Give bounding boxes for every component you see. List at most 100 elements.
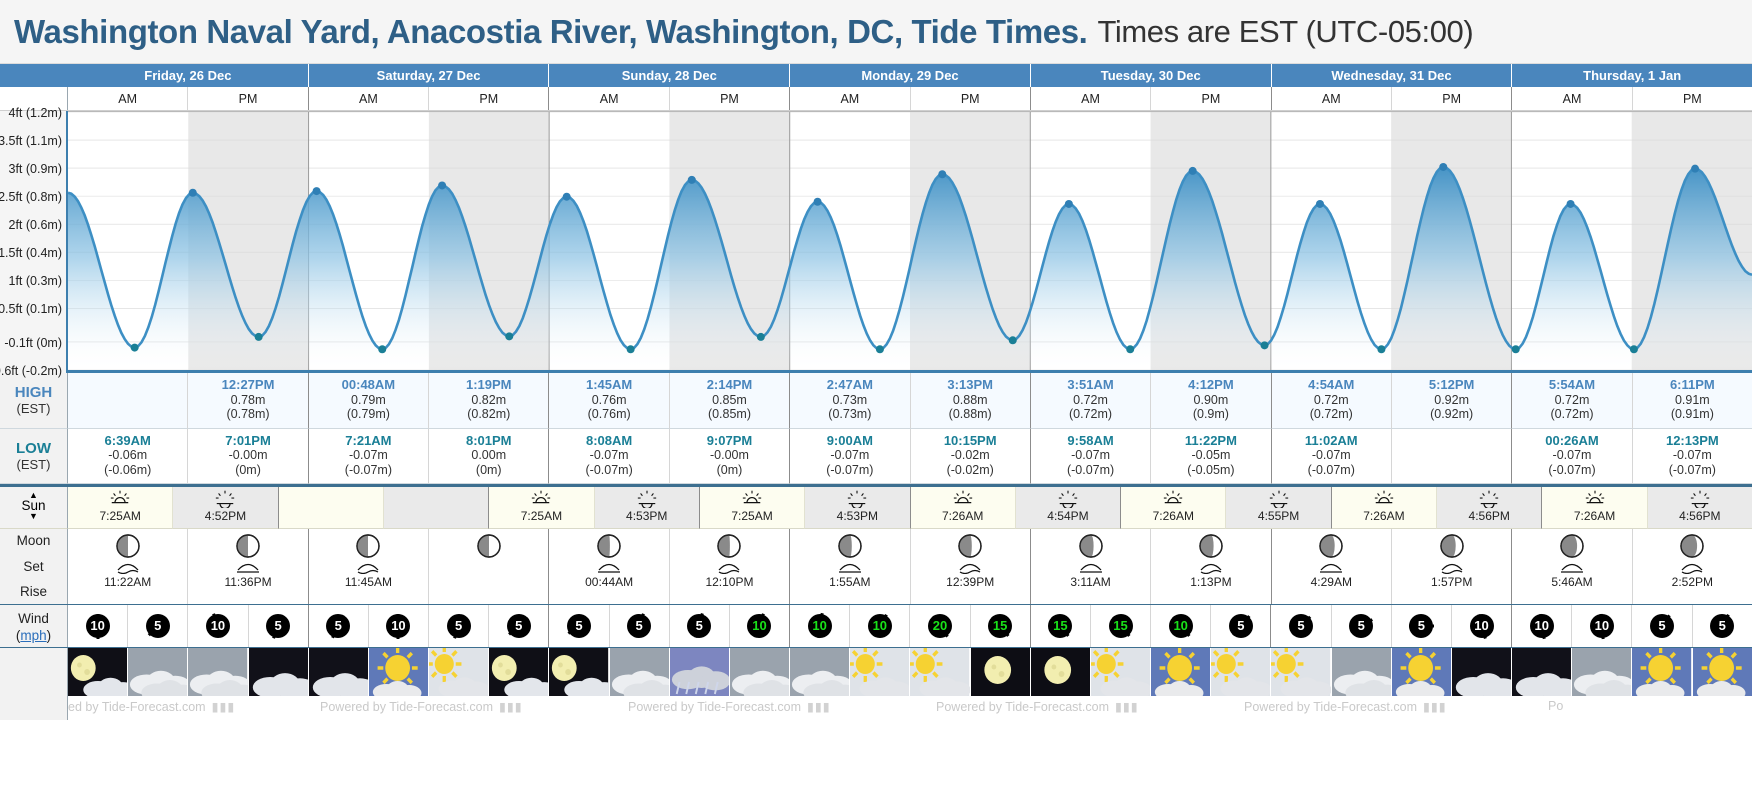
halfday-header-5: PM <box>670 87 791 110</box>
moon-set-label: Set <box>23 558 44 574</box>
tide-cell: 3:13PM 0.88m (0.88m) <box>910 373 1031 429</box>
tide-height: -0.07m <box>1311 448 1351 462</box>
chart-plot-area <box>68 111 1752 373</box>
weather-icon-night-clear <box>1030 648 1091 696</box>
moon-rise-icon <box>1318 558 1344 576</box>
wind-cell: 5 <box>1271 605 1332 647</box>
wind-cell: 15 <box>1090 605 1152 647</box>
tide-height-alt: (-0.07m) <box>1066 462 1115 477</box>
tide-high-marker-22 <box>1439 162 1448 171</box>
halfday-header-6: AM <box>790 87 911 110</box>
tide-cell <box>1391 428 1513 484</box>
wind-cells: 10 5 10 5 5 10 5 5 5 5 5 10 10 10 20 15 15 15 10 5 5 5 5 10 10 10… <box>68 605 1752 647</box>
low-tide-cells: 6:39AM -0.06m (-0.06m) 7:01PM -0.00m (0m) 7:21… <box>68 428 1752 484</box>
moon-cell: 12:10PM <box>669 529 791 604</box>
tide-low-marker-23 <box>1511 345 1520 354</box>
tide-low-marker-19 <box>1260 341 1269 350</box>
tide-cell: 3:51AM 0.72m (0.72m) <box>1030 373 1152 429</box>
tide-time: 1:45AM <box>585 377 633 392</box>
day-header-4: Tuesday, 30 Dec <box>1030 64 1272 87</box>
tide-high-marker-16 <box>1064 199 1073 208</box>
weather-icon-night-cloudy <box>248 648 309 696</box>
tide-cell: 8:01PM 0.00m (0m) <box>429 428 550 484</box>
weather-icon-cloudy <box>188 648 249 696</box>
wind-cell: 10 <box>68 605 129 647</box>
weather-row-label <box>0 648 68 696</box>
moon-cell: 11:22AM <box>68 529 189 604</box>
watermark: ed by Tide-Forecast.com ▮▮▮ <box>68 700 236 714</box>
watermark: Powered by Tide-Forecast.com ▮▮▮ <box>320 700 523 714</box>
tide-cell: 7:21AM -0.07m (-0.07m) <box>308 428 430 484</box>
halfday-header-1: PM <box>188 87 309 110</box>
wind-cell: 5 <box>549 605 610 647</box>
sun-time: 4:53PM <box>836 509 879 523</box>
moon-phase-icon <box>1199 534 1223 558</box>
weather-icon-sunny <box>1151 648 1212 696</box>
wind-badge: 10 <box>1163 609 1199 643</box>
wind-unit-link[interactable]: mph <box>20 628 47 643</box>
moon-cell: 3:11AM <box>1030 529 1152 604</box>
moon-phase-icon <box>1560 534 1584 558</box>
tide-time: 12:13PM <box>1665 432 1719 448</box>
tide-cell: 6:39AM -0.06m (-0.06m) <box>68 428 189 484</box>
sun-cell: 4:53PM <box>594 487 700 529</box>
tide-time: 2:47AM <box>826 377 873 392</box>
high-tide-cells: 12:27PM 0.78m (0.78m) 00:48AM 0.79m (0.79m) 1:… <box>68 373 1752 429</box>
moon-time: 4:29AM <box>1310 575 1352 589</box>
day-header-3: Monday, 29 Dec <box>790 64 1031 87</box>
tide-height: 0.90m <box>1193 392 1229 407</box>
weather-icon-partly-sunny <box>910 648 971 696</box>
tide-high-marker-26 <box>1691 164 1700 173</box>
weather-row <box>0 648 1752 696</box>
wind-badge: 5 <box>260 609 296 643</box>
wind-speed-badge: 5 <box>266 614 291 638</box>
weather-icon-sunny <box>1632 648 1693 696</box>
moon-cell: 2:52PM <box>1632 529 1752 604</box>
tide-time: 3:13PM <box>947 377 993 392</box>
tide-time: 9:58AM <box>1067 432 1114 448</box>
sunrise-icon <box>68 489 172 509</box>
moon-row-label: Moon Set Rise <box>0 529 68 604</box>
footer-spacer <box>0 696 68 720</box>
wind-cell: 5 <box>1331 605 1392 647</box>
moon-time: 5:46AM <box>1551 575 1593 589</box>
tide-height: 0.73m <box>832 392 868 407</box>
wind-cell: 5 <box>489 605 550 647</box>
tide-curve-line <box>68 165 1752 351</box>
sun-cell: 4:56PM <box>1647 487 1752 529</box>
wind-badge: 5 <box>1644 609 1680 643</box>
moon-label-text: Moon <box>16 533 51 548</box>
tide-height-alt: (-0.02m) <box>946 462 994 477</box>
wind-cell: 5 <box>609 605 670 647</box>
wind-row-label: Wind (mph) <box>0 605 68 647</box>
tide-height-alt: (0.91m) <box>1670 407 1714 421</box>
tide-low-marker-3 <box>254 332 263 341</box>
wind-speed-badge: 10 <box>1168 614 1193 638</box>
moon-time: 3:11AM <box>1070 575 1111 589</box>
tide-time: 5:12PM <box>1428 377 1475 392</box>
tide-height-alt: (0.82m) <box>467 407 511 421</box>
sun-cell: 7:25AM <box>489 487 595 529</box>
sun-row: ▲ Sun ▼ 7:25AM 4:52PM 7:25AM 4:53PM 7:25AM 4:… <box>0 484 1752 529</box>
wind-speed-badge: 10 <box>1529 614 1554 638</box>
moon-set-icon <box>1198 558 1224 576</box>
wind-speed-badge: 5 <box>627 614 652 638</box>
wind-badge: 10 <box>1584 609 1620 643</box>
moon-set-icon <box>115 558 141 576</box>
wind-speed-badge: 10 <box>85 614 110 638</box>
halfday-header-0: AM <box>68 87 189 110</box>
wind-cell: 10 <box>850 605 911 647</box>
weather-icon-partly-sunny <box>1211 648 1272 696</box>
tide-high-marker-12 <box>813 197 822 206</box>
moon-phase-icon <box>1439 534 1464 558</box>
wind-speed-badge: 5 <box>687 614 712 638</box>
tide-height: -0.02m <box>950 448 990 462</box>
tide-time: 10:15PM <box>943 432 997 448</box>
moon-set-icon <box>716 558 742 576</box>
moon-time: 00:44AM <box>585 575 634 589</box>
moon-time: 11:22AM <box>104 575 152 589</box>
y-tick-1: 3.5ft (1.1m) <box>0 134 62 149</box>
wind-speed-badge: 10 <box>747 614 772 638</box>
wind-cell: 20 <box>910 605 971 647</box>
